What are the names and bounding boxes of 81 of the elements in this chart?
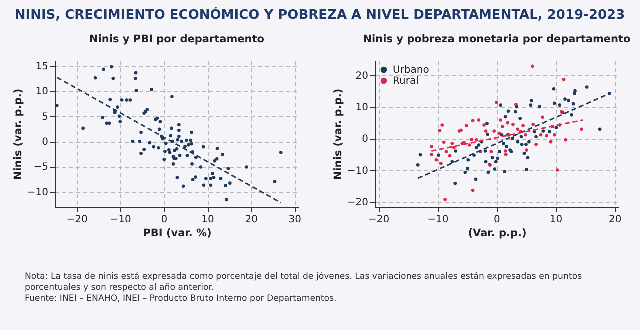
point xyxy=(564,138,568,142)
point xyxy=(464,124,468,128)
point xyxy=(474,138,478,142)
point xyxy=(498,132,502,136)
point xyxy=(434,158,438,162)
x-tick-label: 0 xyxy=(161,214,168,226)
x-tick-label: −10 xyxy=(428,214,449,226)
point xyxy=(531,64,534,68)
y-axis-title: Ninis (var. p.p.) xyxy=(332,88,344,180)
x-tick-label: 20 xyxy=(245,214,258,226)
point xyxy=(444,198,447,202)
x-tick-label: 10 xyxy=(550,214,563,226)
point xyxy=(524,133,528,137)
source-note: Fuente: INEI – ENAHO, INEI – Producto Bruto Interno por Departamentos. xyxy=(25,294,338,305)
point xyxy=(495,100,498,104)
point xyxy=(468,144,472,147)
x-tick-label: 10 xyxy=(202,214,214,226)
point xyxy=(471,119,475,123)
point xyxy=(430,153,434,156)
text: Nota: La tasa de ninis está expresada como porcentaje del total de jóvenes. Las variaciones anuales están expresadas en puntos porcentuales y son respecto al año anterior. xyxy=(25,272,584,294)
x-tick-label: 0 xyxy=(494,214,500,226)
point xyxy=(492,130,496,133)
chart-title: Ninis y PBI por departamento xyxy=(90,34,264,46)
y-tick-label: 10 xyxy=(36,86,48,98)
y-tick-label: 15 xyxy=(36,62,48,73)
x-axis-title: (Var. p.p.) xyxy=(468,228,527,240)
y-tick-label: −10 xyxy=(27,187,48,198)
point xyxy=(482,124,486,127)
point xyxy=(562,78,566,82)
point xyxy=(440,124,444,127)
point xyxy=(534,142,538,146)
y-tick-label: 0 xyxy=(362,134,368,146)
point xyxy=(430,145,434,148)
point xyxy=(514,103,518,106)
point xyxy=(477,118,481,122)
point xyxy=(504,153,508,156)
point xyxy=(438,129,442,132)
point xyxy=(499,118,502,122)
x-tick-label: −20 xyxy=(66,214,88,226)
point xyxy=(525,148,528,152)
y-tick-label: 10 xyxy=(356,102,368,114)
point xyxy=(448,154,452,158)
x-tick-label: −10 xyxy=(110,214,132,226)
point xyxy=(471,188,475,192)
y-tick-label: 20 xyxy=(356,70,368,82)
legend-label: Rural xyxy=(393,76,419,87)
point xyxy=(580,128,584,132)
x-tick-label: −20 xyxy=(368,214,390,226)
y-tick-label: −10 xyxy=(347,166,368,177)
y-tick-label: 5 xyxy=(42,112,48,123)
point xyxy=(545,134,549,138)
x-tick-label: 20 xyxy=(608,214,622,226)
point xyxy=(522,124,525,128)
y-tick-label: 0 xyxy=(42,137,48,148)
point xyxy=(452,146,456,150)
y-tick-label: −5 xyxy=(34,162,48,174)
y-axis-title: Ninis (var. p.p.) xyxy=(12,88,24,180)
point xyxy=(504,150,508,153)
point xyxy=(539,133,543,137)
point xyxy=(470,138,474,142)
point xyxy=(541,116,544,120)
point xyxy=(500,125,504,129)
point xyxy=(440,162,443,166)
text: NINIS, CRECIMIENTO ECONÓMICO Y POBREZA A NIVEL DEPARTAMENTAL, 2019-2023 xyxy=(14,6,626,25)
point xyxy=(516,128,520,132)
point xyxy=(549,140,553,144)
y-tick-label: −20 xyxy=(347,197,368,208)
x-axis-title: PBI (var. %) xyxy=(143,228,212,240)
point xyxy=(490,150,494,154)
point xyxy=(444,150,448,154)
legend-label: Urbano xyxy=(393,65,430,76)
point xyxy=(450,142,454,146)
chart-title: Ninis y pobreza monetaria por departamento xyxy=(363,34,631,46)
point xyxy=(532,123,535,126)
point xyxy=(552,133,556,137)
point xyxy=(442,140,446,144)
point xyxy=(484,130,488,133)
x-tick-label: 30 xyxy=(288,214,302,226)
point xyxy=(512,123,515,126)
point xyxy=(506,121,510,125)
point xyxy=(556,168,560,172)
